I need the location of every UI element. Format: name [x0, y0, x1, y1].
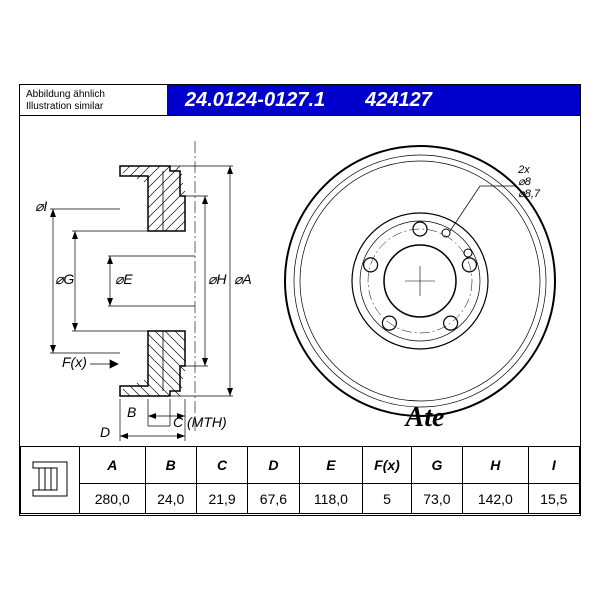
col-G: G	[411, 447, 462, 484]
col-E: E	[299, 447, 363, 484]
table-header-row: A B C D E F(x) G H I	[21, 447, 580, 484]
col-H: H	[463, 447, 529, 484]
part-number-bar: 24.0124-0127.1 424127	[167, 85, 580, 115]
col-A: A	[80, 447, 146, 484]
hole-count: 2x	[518, 164, 540, 176]
val-B: 24,0	[145, 484, 196, 514]
label-diameter-E: ⌀E	[115, 271, 133, 288]
diagram-area: ⌀I ⌀G ⌀E ⌀H ⌀A F(x) B C (MTH) D	[20, 116, 580, 446]
label-F: F(x)	[62, 354, 87, 370]
illustration-note: Abbildung ähnlich Illustration similar	[20, 85, 167, 115]
hole-spec: 2x ⌀8 ⌀8,7	[518, 164, 540, 200]
label-diameter-H: ⌀H	[208, 271, 227, 288]
val-E: 118,0	[299, 484, 363, 514]
label-D: D	[100, 424, 110, 440]
disc-section-icon	[27, 456, 73, 502]
val-C: 21,9	[196, 484, 247, 514]
val-I: 15,5	[528, 484, 579, 514]
disc-icon-cell	[21, 447, 80, 514]
drawing-frame: Abbildung ähnlich Illustration similar 2…	[19, 84, 581, 516]
table-value-row: 280,0 24,0 21,9 67,6 118,0 5 73,0 142,0 …	[21, 484, 580, 514]
dimension-table: A B C D E F(x) G H I 280,0 24,0 21,9 67,…	[20, 446, 580, 514]
note-line-2: Illustration similar	[26, 101, 161, 113]
part-number-primary: 24.0124-0127.1	[185, 89, 325, 112]
ate-logo: Ate	[406, 402, 445, 434]
label-diameter-I: ⌀I	[35, 198, 47, 215]
label-B: B	[127, 404, 136, 420]
val-F: 5	[363, 484, 411, 514]
label-diameter-G: ⌀G	[55, 271, 74, 288]
label-diameter-A: ⌀A	[234, 271, 252, 288]
col-D: D	[248, 447, 299, 484]
val-A: 280,0	[80, 484, 146, 514]
col-F: F(x)	[363, 447, 411, 484]
cross-section-view: ⌀I ⌀G ⌀E ⌀H ⌀A F(x) B C (MTH) D	[20, 116, 270, 446]
note-line-1: Abbildung ähnlich	[26, 89, 161, 101]
hole-d1: ⌀8	[518, 176, 540, 188]
val-G: 73,0	[411, 484, 462, 514]
col-B: B	[145, 447, 196, 484]
hole-d2: ⌀8,7	[518, 188, 540, 200]
front-view: 2x ⌀8 ⌀8,7 Ate	[270, 116, 580, 446]
part-number-secondary: 424127	[365, 89, 432, 112]
col-I: I	[528, 447, 579, 484]
header: Abbildung ähnlich Illustration similar 2…	[20, 85, 580, 116]
label-C: C (MTH)	[173, 414, 227, 430]
col-C: C	[196, 447, 247, 484]
val-H: 142,0	[463, 484, 529, 514]
val-D: 67,6	[248, 484, 299, 514]
